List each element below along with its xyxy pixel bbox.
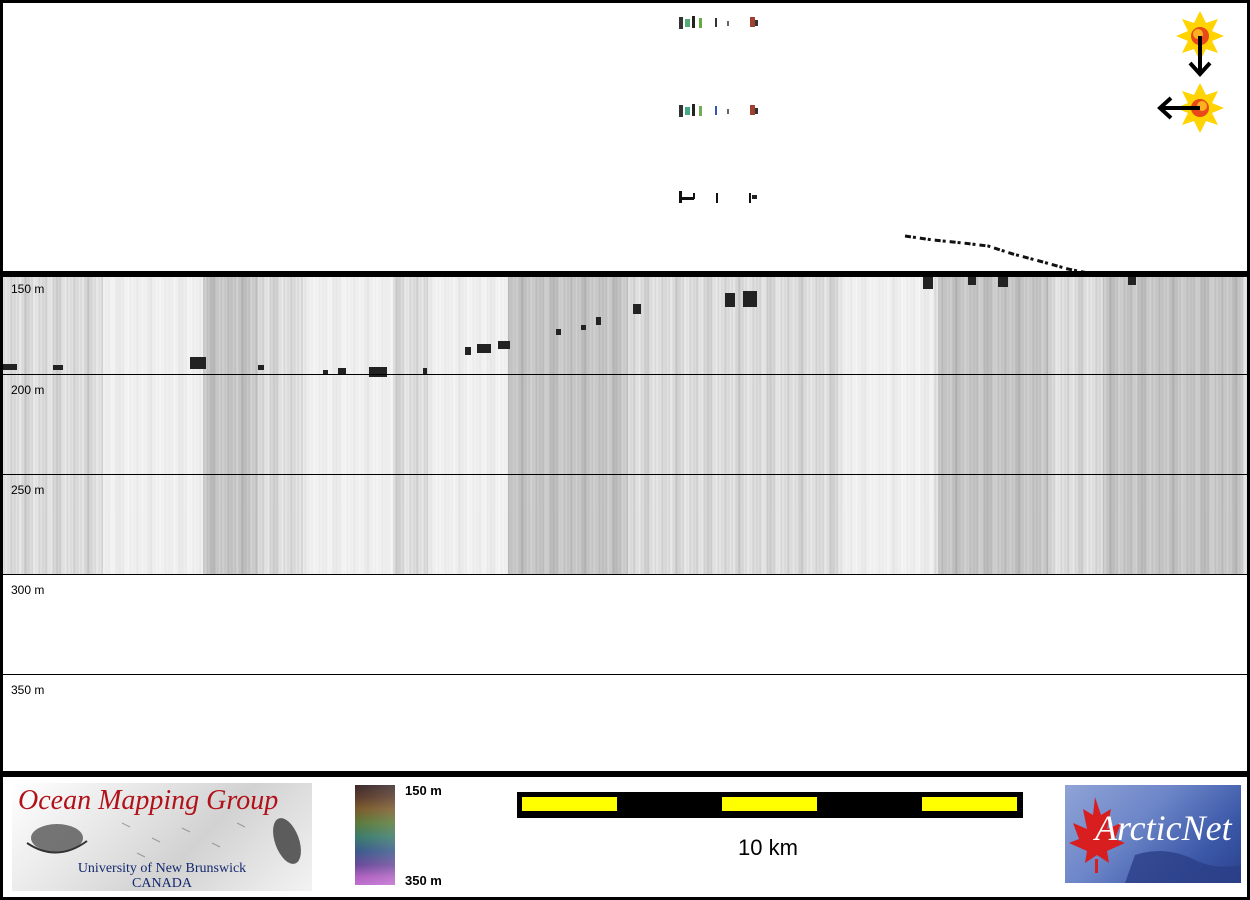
high-noise-band [1103,277,1243,575]
low-noise-band [103,277,203,575]
panel-separator [0,271,1250,277]
plan-view-panel [3,3,1247,275]
scale-bar-segment [522,797,617,811]
low-noise-band [428,277,508,575]
depth-label-250: 250 m [11,483,45,497]
arcticnet-logo-text: ArcticNet [1095,808,1232,848]
fish-icon [26,818,301,864]
depth-gridline [3,674,1247,675]
plan-track-line [904,234,1089,275]
plan-trace-top [679,16,758,29]
depth-label-150: 150 m [11,282,45,296]
maple-leaf-icon [1069,797,1241,883]
high-noise-band [203,277,258,575]
ocean-mapping-group-logo: Ocean Mapping Group University of New Br… [12,783,312,891]
plan-trace-bottom [679,191,757,203]
logo-subtitle-university: University of New Brunswick [77,861,247,876]
depth-label-350: 350 m [11,683,45,697]
logo-title: Ocean Mapping Group [18,785,279,816]
panel-separator [0,771,1250,777]
legend-panel: Ocean Mapping Group University of New Br… [3,777,1247,897]
low-noise-band [843,277,933,575]
arrow-left-icon [1157,96,1200,120]
scale-bar-label: 10 km [738,835,798,860]
arrow-down-icon [1188,36,1212,77]
depth-gridline [3,374,1247,375]
echogram-image [3,277,1247,575]
high-noise-band [508,277,628,575]
depth-colorbar [355,785,395,885]
colorbar-top-label: 150 m [405,783,442,798]
echogram-panel: 150 m 200 m 250 m 300 m 350 m [3,277,1247,771]
high-noise-band [938,277,1048,575]
depth-gridline [3,474,1247,475]
plan-trace-middle [679,104,758,117]
depth-gridline [3,574,1247,575]
seafloor-trace [3,277,1136,377]
depth-label-200: 200 m [11,383,45,397]
logo-subtitle-country: CANADA [132,876,192,891]
plan-view-canvas [679,11,1224,275]
arcticnet-logo: ArcticNet [1065,785,1241,883]
depth-label-300: 300 m [11,583,45,597]
scale-bar [517,792,1023,818]
low-noise-band [303,277,393,575]
scale-bar-segment [922,797,1017,811]
scale-bar-segment [722,797,817,811]
colorbar-bottom-label: 350 m [405,873,442,888]
